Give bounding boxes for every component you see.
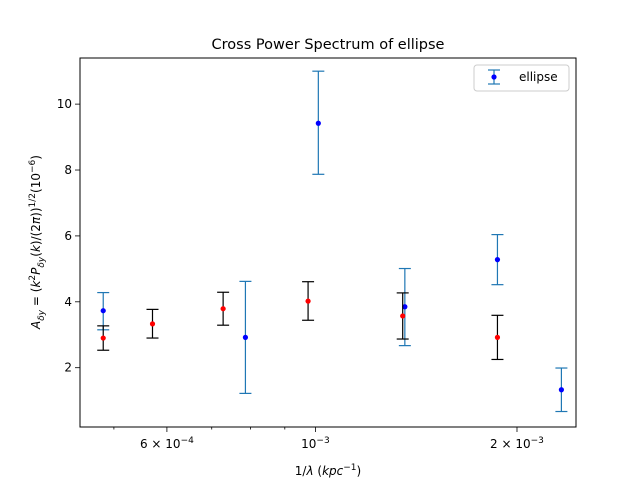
errorbar-point xyxy=(555,367,568,413)
errorbar-point xyxy=(217,291,230,326)
chart-title: Cross Power Spectrum of ellipse xyxy=(212,37,445,53)
errorbar-point xyxy=(146,308,159,339)
plot-area xyxy=(97,70,568,413)
y-tick-label: 2 xyxy=(64,361,72,375)
data-point xyxy=(220,306,226,312)
legend: ellipse xyxy=(473,64,570,92)
y-tick-label: 4 xyxy=(64,295,72,309)
axes-frame xyxy=(79,57,577,428)
y-axis: 2 4 6 8 10 xyxy=(57,97,80,375)
errorbar-point xyxy=(239,280,252,394)
data-point xyxy=(100,335,106,341)
errorbar-point xyxy=(396,292,409,340)
x-tick-label: 2 × 10−3 xyxy=(490,436,544,451)
legend-marker xyxy=(491,74,497,80)
legend-handle xyxy=(488,69,500,85)
data-point xyxy=(402,304,408,310)
data-point xyxy=(400,313,406,319)
errorbar-point xyxy=(312,70,325,175)
y-axis-label: Aδy = (k2Pδy(k)/(2π))1/2(10−6) xyxy=(28,155,47,330)
errorbar-point xyxy=(398,267,411,347)
data-point xyxy=(315,120,321,126)
x-tick-label: 6 × 10−4 xyxy=(140,436,194,451)
errorbar-point xyxy=(302,281,315,321)
y-tick-label: 8 xyxy=(64,163,72,177)
legend-label: ellipse xyxy=(519,70,558,84)
y-tick-label: 6 xyxy=(64,229,72,243)
x-tick-label: 10−3 xyxy=(301,436,330,451)
errorbar-point xyxy=(491,233,504,286)
errorbar-point xyxy=(491,314,504,361)
data-point xyxy=(100,308,106,314)
x-axis-label: 1/λ (kpc−1) xyxy=(295,463,361,478)
data-point xyxy=(558,387,564,393)
data-point xyxy=(494,257,501,263)
errorbar-point xyxy=(97,291,110,331)
data-point xyxy=(494,334,501,340)
data-point xyxy=(305,298,311,304)
y-tick-label: 10 xyxy=(57,97,72,111)
data-point xyxy=(149,321,156,327)
x-axis: 6 × 10−4 10−3 2 × 10−3 xyxy=(113,427,544,451)
data-point xyxy=(242,334,249,340)
errorbar-point xyxy=(97,325,110,351)
